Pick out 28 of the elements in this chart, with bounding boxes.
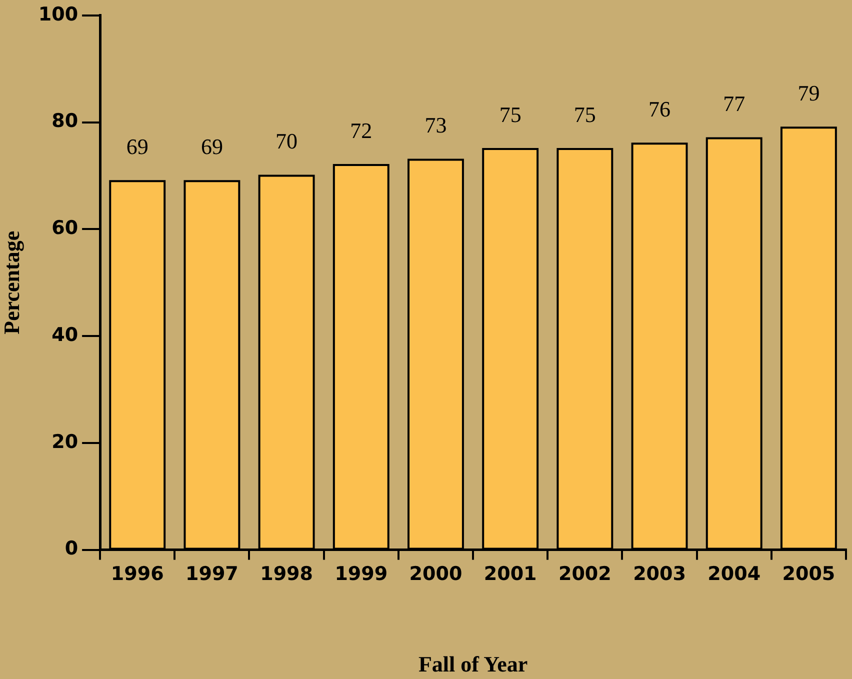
y-tick-label: 40: [52, 324, 78, 346]
x-axis-title: Fall of Year: [418, 651, 528, 676]
data-label: 73: [424, 112, 447, 138]
y-tick-label: 20: [52, 430, 78, 453]
y-tick-label: 80: [52, 110, 78, 132]
data-label: 69: [200, 134, 223, 159]
x-tick-label: 2000: [409, 563, 462, 586]
data-label: 70: [276, 128, 298, 154]
data-label: 75: [574, 102, 596, 127]
data-label: 72: [350, 118, 372, 143]
x-tick-label: 2002: [558, 563, 612, 586]
x-tick-label: 1999: [334, 563, 388, 586]
x-tick-label: 2001: [484, 563, 537, 586]
y-tick-label: 60: [52, 217, 78, 240]
x-tick-label: 2004: [708, 563, 761, 586]
y-axis-title: Percentage: [0, 230, 24, 334]
x-tick-label: 1996: [110, 563, 164, 586]
x-tick-label: 1998: [260, 563, 313, 586]
y-tick-label: 0: [64, 538, 78, 560]
x-tick-label: 2005: [782, 563, 836, 586]
data-label: 79: [798, 80, 820, 106]
y-tick-label: 100: [38, 3, 78, 26]
x-tick-label: 1997: [186, 563, 238, 586]
x-tick-label: 2003: [633, 563, 686, 586]
data-label: 76: [648, 96, 671, 122]
data-label: 77: [723, 91, 746, 116]
data-label: 69: [126, 134, 148, 159]
data-label: 75: [499, 102, 522, 127]
